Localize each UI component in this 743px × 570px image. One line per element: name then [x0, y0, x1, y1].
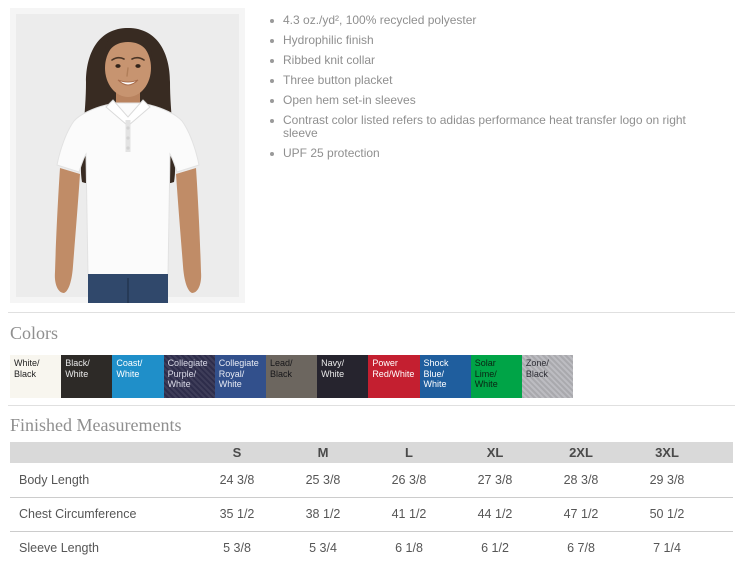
feature-item: Hydrophilic finish	[268, 33, 688, 48]
color-swatch[interactable]: Solar Lime/ White	[470, 355, 522, 398]
product-overview: 4.3 oz./yd², 100% recycled polyester Hyd…	[10, 8, 688, 303]
measurements-table: S M L XL 2XL 3XL Body Length 24 3/8 25 3…	[10, 442, 733, 565]
feature-item: Three button placket	[268, 73, 688, 88]
feature-item: Open hem set-in sleeves	[268, 93, 688, 108]
measurement-value: 41 1/2	[391, 507, 427, 521]
color-swatch[interactable]: Collegiate Royal/ White	[214, 355, 266, 398]
measurement-value: 5 3/4	[309, 541, 337, 556]
color-swatch[interactable]: Collegiate Purple/ White	[163, 355, 215, 398]
colors-heading: Colors	[10, 323, 59, 343]
feature-item: UPF 25 protection	[268, 146, 688, 161]
size-header-row: S M L XL 2XL 3XL	[10, 442, 733, 463]
measurement-value: 5 3/8	[223, 541, 251, 556]
table-row: Sleeve Length 5 3/8 5 3/4 6 1/8 6 1/2 6 …	[10, 531, 733, 565]
size-column-header: M	[280, 442, 366, 463]
color-swatch[interactable]: Shock Blue/ White	[419, 355, 471, 398]
color-swatch[interactable]: Coast/ White	[112, 355, 164, 398]
measurement-value: 6 1/2	[481, 541, 509, 556]
color-swatch[interactable]: Lead/ Black	[265, 355, 318, 398]
measurement-value: 47 1/2	[563, 507, 599, 521]
color-swatch-strip: White/ Black Black/ White Coast/ White C…	[10, 355, 743, 398]
color-swatch[interactable]: Black/ White	[61, 355, 113, 398]
measurement-value: 44 1/2	[477, 507, 513, 521]
measurement-row-label: Sleeve Length	[19, 541, 99, 556]
color-swatch[interactable]: Power Red/White	[368, 355, 420, 398]
measurement-value: 6 1/8	[395, 541, 423, 556]
measurement-value: 29 3/8	[649, 472, 685, 487]
measurement-value: 7 1/4	[653, 541, 681, 556]
size-header-spacer	[710, 442, 733, 463]
size-column-header: L	[366, 442, 452, 463]
measurement-value: 38 1/2	[305, 507, 341, 521]
measurement-value: 50 1/2	[649, 507, 685, 521]
product-photo[interactable]	[10, 8, 245, 303]
size-column-header: XL	[452, 442, 538, 463]
feature-item: Contrast color listed refers to adidas p…	[268, 113, 688, 142]
measurement-value: 35 1/2	[219, 507, 255, 521]
measurement-value: 24 3/8	[219, 472, 255, 487]
measurement-value: 28 3/8	[563, 472, 599, 487]
row-spacer	[710, 463, 733, 497]
size-column-header: 2XL	[538, 442, 624, 463]
measurement-row-label: Body Length	[19, 472, 90, 487]
model-illustration	[10, 8, 245, 303]
color-swatch[interactable]: White/ Black	[10, 355, 62, 398]
section-divider	[8, 312, 735, 313]
size-column-header: 3XL	[624, 442, 710, 463]
measurement-value: 26 3/8	[391, 472, 427, 487]
table-row: Body Length 24 3/8 25 3/8 26 3/8 27 3/8 …	[10, 463, 733, 497]
section-divider	[8, 405, 735, 406]
measurement-row-label: Chest Circumference	[19, 507, 137, 521]
size-header-empty	[10, 442, 194, 463]
table-row: Chest Circumference 35 1/2 38 1/2 41 1/2…	[10, 497, 733, 531]
feature-list: 4.3 oz./yd², 100% recycled polyester Hyd…	[268, 13, 688, 303]
finished-measurements-heading: Finished Measurements	[10, 415, 182, 435]
color-swatch[interactable]: Navy/ White	[317, 355, 369, 398]
row-spacer	[710, 531, 733, 565]
color-swatch[interactable]: Zone/ Black	[521, 355, 574, 398]
feature-item: Ribbed knit collar	[268, 53, 688, 68]
measurement-value: 25 3/8	[305, 472, 341, 487]
size-column-header: S	[194, 442, 280, 463]
measurement-value: 6 7/8	[567, 541, 595, 556]
feature-item: 4.3 oz./yd², 100% recycled polyester	[268, 13, 688, 28]
measurement-value: 27 3/8	[477, 472, 513, 487]
row-spacer	[710, 497, 733, 531]
